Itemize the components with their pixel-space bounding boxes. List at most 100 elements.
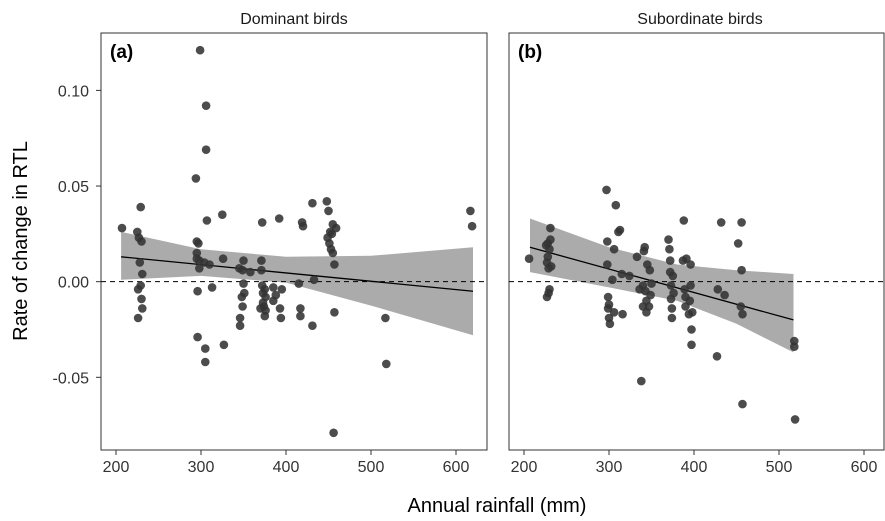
points-layer-dominant xyxy=(117,45,477,438)
ci-band-layer-subordinate xyxy=(530,218,794,353)
data-point xyxy=(257,265,266,275)
data-point xyxy=(135,258,145,267)
data-point xyxy=(688,308,697,317)
data-point xyxy=(330,260,339,269)
data-point xyxy=(201,101,211,110)
data-point xyxy=(276,313,286,323)
data-point xyxy=(238,265,247,275)
trend-layer-subordinate xyxy=(529,246,794,321)
data-point xyxy=(381,313,390,323)
data-point xyxy=(737,218,746,227)
data-point xyxy=(133,313,143,323)
data-point xyxy=(195,45,205,55)
data-point xyxy=(543,252,553,262)
data-point xyxy=(193,332,202,342)
data-point xyxy=(545,244,554,254)
data-point xyxy=(238,302,247,311)
data-point xyxy=(546,235,555,244)
data-point xyxy=(138,304,147,313)
data-point xyxy=(308,198,317,208)
x-tick-label: 400 xyxy=(273,459,300,476)
data-point xyxy=(686,281,695,290)
data-point xyxy=(235,321,245,331)
x-axis-dominant: 200 300 400 500 600 xyxy=(103,450,469,476)
y-tick-label: 0.05 xyxy=(58,179,89,196)
x-tick-label: 200 xyxy=(511,459,538,476)
data-point xyxy=(274,214,284,223)
data-point xyxy=(117,223,127,233)
data-point xyxy=(665,256,675,265)
data-point xyxy=(239,256,248,265)
data-point xyxy=(201,145,211,154)
data-point xyxy=(194,239,203,248)
data-point xyxy=(545,285,554,294)
data-point xyxy=(687,340,696,350)
data-point xyxy=(138,269,147,279)
plot-area-subordinate xyxy=(508,32,885,451)
data-point xyxy=(191,174,201,183)
data-point xyxy=(617,269,627,279)
data-point xyxy=(615,225,625,235)
data-point xyxy=(201,357,210,367)
panel-dominant: Dominant birds (a) 200 300 400 500 600 xyxy=(100,11,488,476)
data-point xyxy=(712,352,722,361)
data-point xyxy=(602,185,611,195)
data-point xyxy=(218,210,227,219)
y-tick-label: 0.00 xyxy=(58,275,89,292)
data-point xyxy=(790,415,800,424)
data-point xyxy=(611,200,621,210)
x-tick-label: 300 xyxy=(188,459,215,476)
data-point xyxy=(201,344,210,353)
data-point xyxy=(202,216,212,225)
data-point xyxy=(219,340,229,350)
data-point xyxy=(329,428,338,438)
data-point xyxy=(790,342,799,352)
data-point xyxy=(603,237,612,246)
data-point xyxy=(324,206,333,216)
data-point xyxy=(257,256,266,265)
data-point xyxy=(618,309,627,319)
data-point xyxy=(733,239,743,248)
data-point xyxy=(296,304,305,313)
y-axis: -0.05 0.00 0.05 0.10 xyxy=(53,83,101,387)
data-point xyxy=(193,286,202,296)
data-point xyxy=(261,306,270,315)
data-point xyxy=(137,294,146,304)
data-point xyxy=(546,223,555,233)
data-point xyxy=(382,359,391,369)
data-point xyxy=(330,308,339,317)
data-point xyxy=(294,279,304,288)
data-point xyxy=(239,279,248,288)
data-point xyxy=(322,197,332,206)
points-layer-subordinate xyxy=(524,185,800,424)
y-tick-label: 0.10 xyxy=(58,83,89,100)
trend-line-dominant xyxy=(121,256,474,292)
data-point xyxy=(308,321,317,331)
data-point xyxy=(257,218,267,227)
data-point xyxy=(261,292,270,302)
data-point xyxy=(275,304,285,313)
data-point xyxy=(277,285,287,294)
data-point xyxy=(738,399,747,409)
data-point xyxy=(269,283,278,292)
y-axis-title: Rate of change in RTL xyxy=(10,141,32,341)
data-point xyxy=(136,202,145,212)
panel-tag-a: (a) xyxy=(110,42,133,63)
trend-line-subordinate xyxy=(529,246,794,321)
data-point xyxy=(665,244,674,254)
data-point xyxy=(605,319,615,329)
data-point xyxy=(625,271,634,281)
data-point xyxy=(207,283,217,292)
x-tick-label: 600 xyxy=(851,459,878,476)
data-point xyxy=(136,281,145,290)
data-point xyxy=(240,288,249,298)
data-point xyxy=(647,279,656,288)
data-point xyxy=(246,267,255,277)
data-point xyxy=(640,242,649,252)
panel-title-dominant: Dominant birds xyxy=(240,11,348,28)
data-point xyxy=(720,290,729,300)
data-point xyxy=(667,313,677,323)
data-point xyxy=(736,302,746,311)
x-tick-label: 200 xyxy=(103,459,130,476)
